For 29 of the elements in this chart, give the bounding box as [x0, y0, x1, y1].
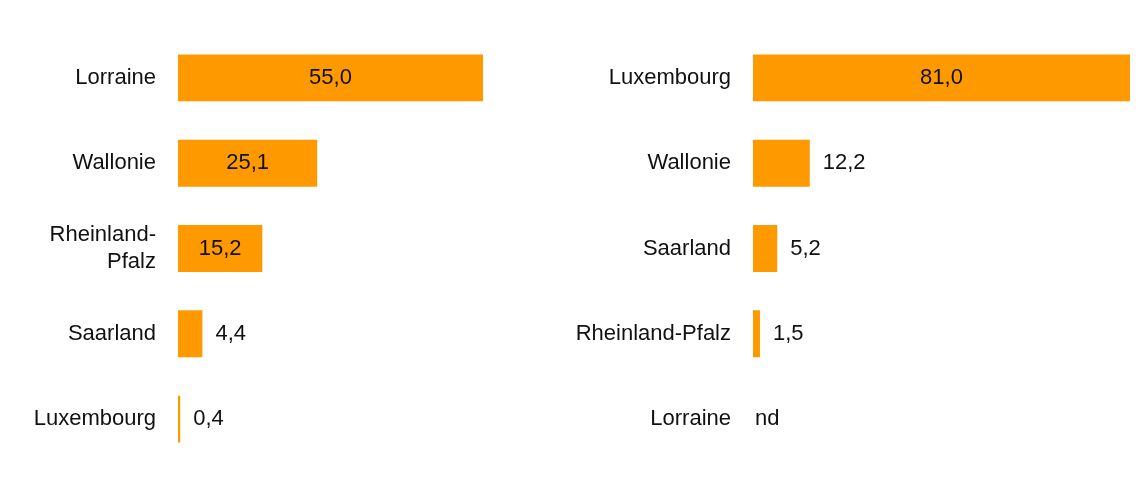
bar [178, 139, 318, 187]
bar [753, 225, 778, 272]
text: nd [755, 405, 780, 431]
y-tick-label: Luxembourg [33, 405, 156, 431]
y-tick-label: Rheinland-Pfalz [575, 319, 731, 345]
data-label: 1,5 [772, 319, 804, 345]
data-label: 55,0 [309, 63, 352, 89]
y-tick-label: Rheinland-Pfalz [49, 221, 156, 273]
data-label: 25,1 [226, 149, 270, 175]
y-tick-label: Lorraine [650, 405, 731, 431]
bar [753, 54, 1130, 102]
data-label: 81,0 [920, 63, 963, 89]
data-label: 4,4 [215, 319, 246, 345]
y-tick-label: Lorraine [75, 63, 156, 89]
bar [178, 395, 181, 443]
y-tick-label: Luxembourg [608, 63, 731, 89]
data-label: 5,2 [790, 234, 821, 260]
bar [178, 225, 263, 272]
bar [753, 139, 810, 187]
y-tick-label: Wallonie [647, 149, 731, 175]
data-label: 12,2 [822, 149, 866, 175]
y-tick-label: Saarland [67, 319, 156, 345]
y-tick-label: Saarland [642, 234, 731, 260]
bar [178, 54, 483, 102]
y-tick-label: Wallonie [72, 149, 156, 175]
bar [753, 310, 760, 358]
data-label: 15,2 [198, 234, 242, 260]
bar [178, 310, 203, 358]
data-label: 0,4 [193, 405, 224, 431]
